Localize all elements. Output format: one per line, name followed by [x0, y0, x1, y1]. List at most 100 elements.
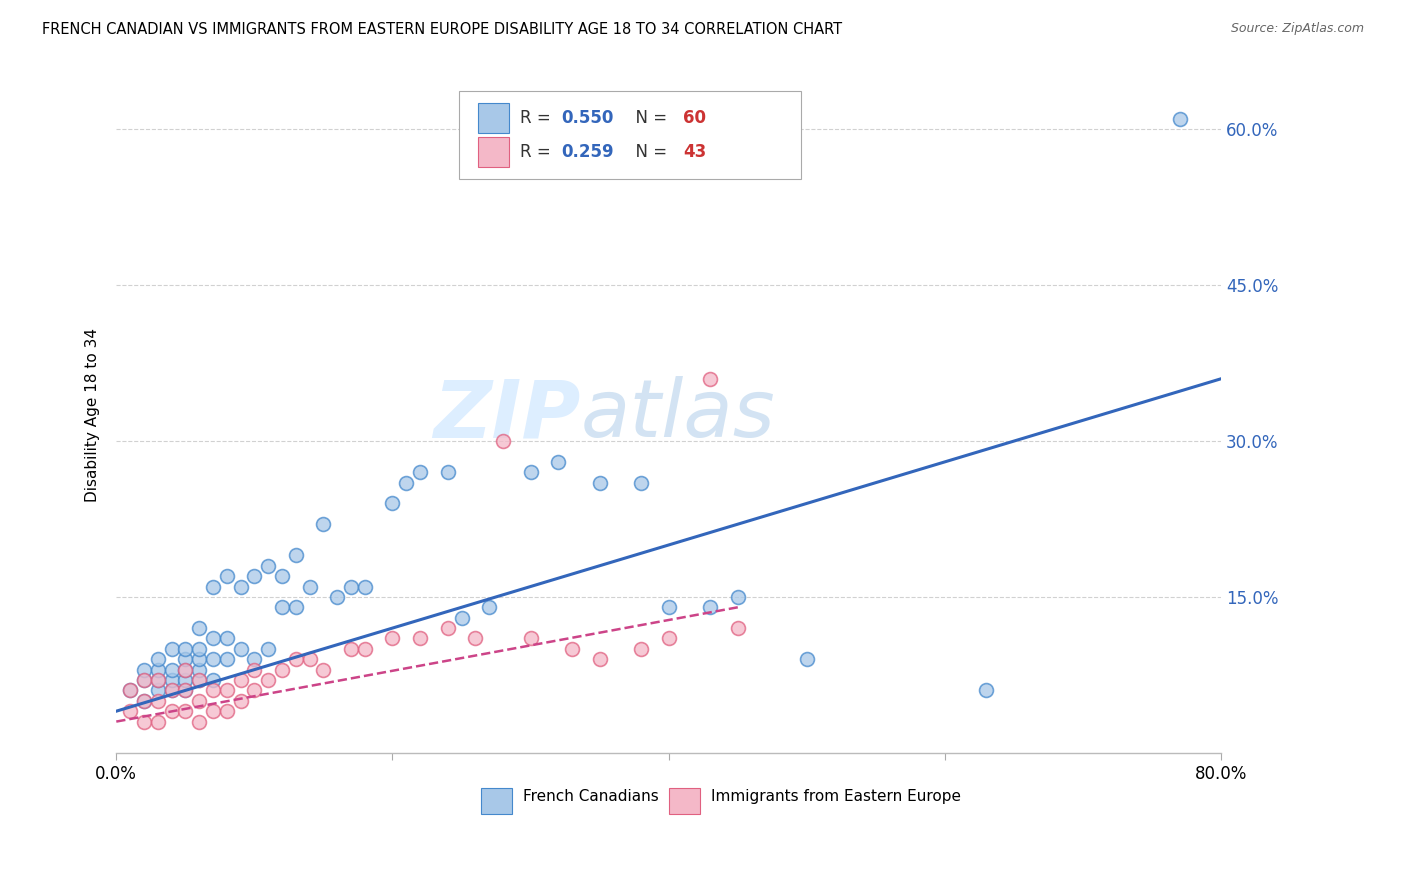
Point — [229, 694, 252, 708]
Point — [284, 549, 307, 563]
Point — [354, 580, 377, 594]
Point — [976, 683, 998, 698]
Point — [174, 683, 197, 698]
Point — [201, 683, 224, 698]
Point — [174, 641, 197, 656]
Point — [436, 465, 458, 479]
Point — [132, 714, 155, 729]
Text: 0.259: 0.259 — [561, 143, 614, 161]
Point — [160, 683, 183, 698]
Point — [271, 569, 294, 583]
Text: 60: 60 — [683, 109, 706, 127]
Text: Immigrants from Eastern Europe: Immigrants from Eastern Europe — [710, 789, 960, 805]
FancyBboxPatch shape — [481, 788, 512, 814]
Point — [188, 652, 211, 666]
Point — [589, 652, 612, 666]
Point — [796, 652, 818, 666]
Point — [174, 704, 197, 718]
Point — [146, 714, 169, 729]
Text: R =: R = — [520, 143, 555, 161]
Point — [354, 641, 377, 656]
Point — [215, 569, 238, 583]
Point — [229, 580, 252, 594]
Point — [188, 673, 211, 687]
Point — [699, 600, 721, 615]
Point — [132, 673, 155, 687]
Point — [201, 673, 224, 687]
Point — [284, 600, 307, 615]
Point — [409, 465, 432, 479]
Point — [146, 694, 169, 708]
Point — [146, 663, 169, 677]
Point — [174, 663, 197, 677]
Point — [146, 683, 169, 698]
Text: 0.550: 0.550 — [561, 109, 614, 127]
Text: 43: 43 — [683, 143, 706, 161]
Point — [160, 673, 183, 687]
Text: N =: N = — [624, 143, 672, 161]
Text: French Canadians: French Canadians — [523, 789, 658, 805]
Point — [229, 673, 252, 687]
Text: atlas: atlas — [581, 376, 775, 454]
Point — [326, 590, 349, 604]
FancyBboxPatch shape — [669, 788, 700, 814]
Point — [160, 663, 183, 677]
Point — [298, 652, 321, 666]
Point — [699, 372, 721, 386]
Point — [547, 455, 569, 469]
Point — [658, 632, 681, 646]
Point — [658, 600, 681, 615]
FancyBboxPatch shape — [478, 136, 509, 167]
Text: R =: R = — [520, 109, 555, 127]
Point — [120, 683, 142, 698]
Point — [146, 673, 169, 687]
Point — [132, 694, 155, 708]
Point — [243, 652, 266, 666]
Point — [229, 641, 252, 656]
Point — [478, 600, 501, 615]
Point — [215, 704, 238, 718]
Point — [492, 434, 515, 448]
Point — [450, 610, 472, 624]
Point — [271, 600, 294, 615]
Point — [174, 683, 197, 698]
Point — [727, 590, 749, 604]
Point — [436, 621, 458, 635]
Point — [312, 517, 335, 532]
Point — [284, 652, 307, 666]
Y-axis label: Disability Age 18 to 34: Disability Age 18 to 34 — [86, 328, 100, 502]
Point — [340, 580, 363, 594]
Point — [727, 621, 749, 635]
Text: FRENCH CANADIAN VS IMMIGRANTS FROM EASTERN EUROPE DISABILITY AGE 18 TO 34 CORREL: FRENCH CANADIAN VS IMMIGRANTS FROM EASTE… — [42, 22, 842, 37]
Point — [257, 673, 280, 687]
Point — [160, 683, 183, 698]
Text: ZIP: ZIP — [433, 376, 581, 454]
Point — [630, 475, 652, 490]
Point — [201, 580, 224, 594]
Point — [561, 641, 583, 656]
Point — [174, 663, 197, 677]
Point — [132, 673, 155, 687]
Point — [257, 641, 280, 656]
Point — [1168, 112, 1191, 126]
Point — [312, 663, 335, 677]
Point — [188, 714, 211, 729]
Point — [464, 632, 486, 646]
Point — [188, 673, 211, 687]
Point — [243, 569, 266, 583]
Point — [188, 621, 211, 635]
Point — [243, 683, 266, 698]
Point — [271, 663, 294, 677]
Point — [174, 652, 197, 666]
Point — [120, 704, 142, 718]
Point — [146, 652, 169, 666]
Point — [160, 704, 183, 718]
Point — [188, 694, 211, 708]
Point — [519, 465, 541, 479]
Point — [589, 475, 612, 490]
Point — [188, 663, 211, 677]
Point — [630, 641, 652, 656]
FancyBboxPatch shape — [478, 103, 509, 133]
Point — [381, 632, 404, 646]
Point — [381, 496, 404, 510]
